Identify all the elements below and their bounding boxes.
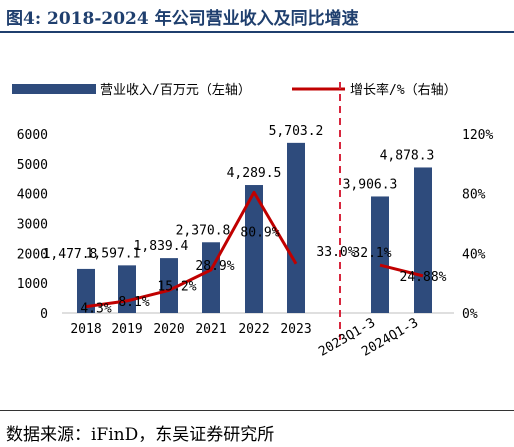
- growth-value-label: 33.0%: [316, 245, 355, 260]
- legend-label-revenue: 营业收入/百万元（左轴）: [100, 83, 251, 98]
- y-left-tick-label: 1000: [17, 277, 48, 292]
- revenue-value-label: 4,289.5: [227, 166, 282, 181]
- revenue-bar: [160, 258, 178, 313]
- revenue-bar: [245, 185, 263, 313]
- revenue-value-label: 5,703.2: [269, 124, 324, 139]
- growth-value-label: 15.2%: [157, 279, 196, 294]
- y-right-tick-label: 120%: [462, 128, 493, 143]
- y-right-tick-label: 0%: [462, 307, 478, 322]
- revenue-bar: [371, 196, 389, 313]
- figure-source: 数据来源：iFinD，东吴证券研究所: [6, 425, 275, 445]
- revenue-value-label: 3,906.3: [343, 177, 398, 192]
- y-left-tick-label: 3000: [17, 218, 48, 233]
- revenue-bar: [77, 268, 95, 313]
- x-category-label: 2019: [111, 322, 142, 337]
- growth-value-label: 80.9%: [240, 225, 279, 240]
- revenue-bar: [287, 142, 305, 313]
- y-right-tick-label: 40%: [462, 247, 486, 262]
- x-category-label: 2022: [238, 322, 269, 337]
- x-category-label: 2023: [280, 322, 311, 337]
- y-left-tick-label: 4000: [17, 188, 48, 203]
- figure-title-text: 图4: 2018-2024 年公司营业收入及同比增速: [6, 9, 359, 29]
- growth-value-label: 28.9%: [195, 259, 234, 274]
- revenue-bar: [202, 242, 220, 313]
- title-underline: [0, 31, 514, 33]
- x-category-label: 2021: [195, 322, 226, 337]
- legend-label-growth: 增长率/%（右轴）: [350, 82, 457, 98]
- revenue-value-label: 1,597.1: [86, 246, 141, 261]
- y-left-tick-label: 5000: [17, 158, 48, 173]
- x-category-label: 2020: [153, 322, 184, 337]
- revenue-bar: [414, 167, 432, 313]
- x-category-label: 2018: [70, 322, 101, 337]
- revenue-value-label: 1,477.8: [43, 247, 98, 262]
- footer-rule: [0, 410, 514, 411]
- figure-footer: 数据来源：iFinD，东吴证券研究所: [0, 402, 514, 447]
- legend-swatch-revenue: [12, 84, 96, 94]
- growth-value-label: 24.88%: [400, 270, 447, 285]
- revenue-value-label: 4,878.3: [380, 148, 435, 163]
- growth-line-annual: [85, 190, 298, 309]
- y-left-tick-label: 6000: [17, 128, 48, 143]
- y-left-tick-label: 2000: [17, 247, 48, 262]
- y-right-tick-label: 80%: [462, 188, 486, 203]
- growth-value-label: 8.1%: [118, 295, 149, 310]
- figure-title: 图4: 2018-2024 年公司营业收入及同比增速: [0, 0, 514, 34]
- revenue-value-label: 1,839.4: [134, 239, 189, 254]
- revenue-growth-chart: 营业收入/百万元（左轴） 增长率/%（右轴） 0 1000 2000 3000 4000 50…: [12, 82, 493, 360]
- growth-line-ytd: [379, 263, 424, 278]
- y-left-tick-label: 0: [40, 307, 48, 322]
- growth-value-label: 32.1%: [352, 246, 391, 261]
- revenue-value-label: 2,370.8: [176, 223, 231, 238]
- growth-value-label: 4.3%: [80, 302, 111, 317]
